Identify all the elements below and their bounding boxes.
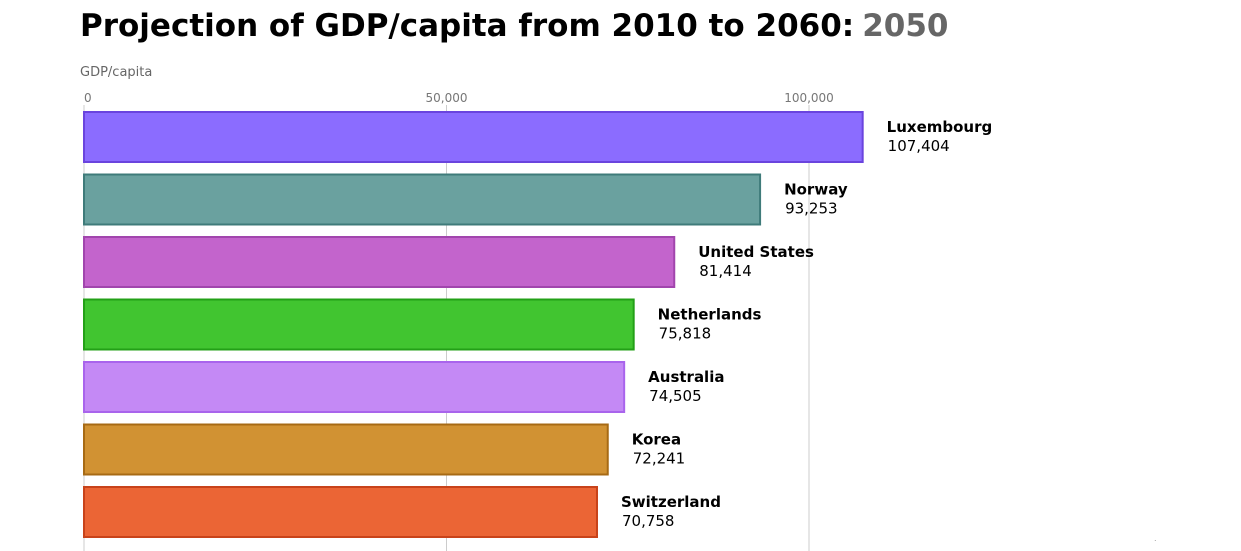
bar-category-label: Australia [648, 368, 724, 386]
bar-value-label: 81,414 [699, 262, 752, 280]
bar-category-label: United States [698, 243, 814, 261]
bar-value-label: 70,758 [622, 512, 675, 530]
x-tick-label: 0 [84, 91, 92, 105]
bar-value-label: 75,818 [659, 325, 712, 343]
bar-value-label: 72,241 [633, 450, 686, 468]
x-tick-label: 50,000 [426, 91, 468, 105]
chart-year: 2050 [862, 8, 949, 44]
bar [83, 236, 676, 288]
bar [83, 173, 762, 226]
bar [83, 361, 626, 413]
bar-value-label: 93,253 [785, 200, 838, 218]
chart-title-text: Projection of GDP/capita from 2010 to 20… [80, 8, 855, 44]
bar-category-label: Switzerland [621, 493, 721, 511]
bar [83, 298, 635, 351]
chart-title: Projection of GDP/capita from 2010 to 20… [80, 4, 948, 48]
bar-value-label: 107,404 [888, 137, 950, 155]
corner-dot: . [1154, 534, 1157, 543]
bar-category-label: Luxembourg [887, 118, 993, 136]
bar-value-label: 74,505 [649, 387, 702, 405]
x-axis-label: GDP/capita [80, 65, 153, 80]
x-tick-label: 100,000 [784, 91, 834, 105]
x-axis-ticks: 0 50,000 100,000 [84, 91, 834, 105]
bar [83, 423, 609, 476]
bar-category-label: Korea [632, 431, 681, 449]
bar-category-label: Netherlands [658, 306, 762, 324]
bars [83, 111, 864, 538]
bar [83, 486, 598, 538]
bar-category-label: Norway [784, 181, 848, 199]
bar [83, 111, 864, 163]
